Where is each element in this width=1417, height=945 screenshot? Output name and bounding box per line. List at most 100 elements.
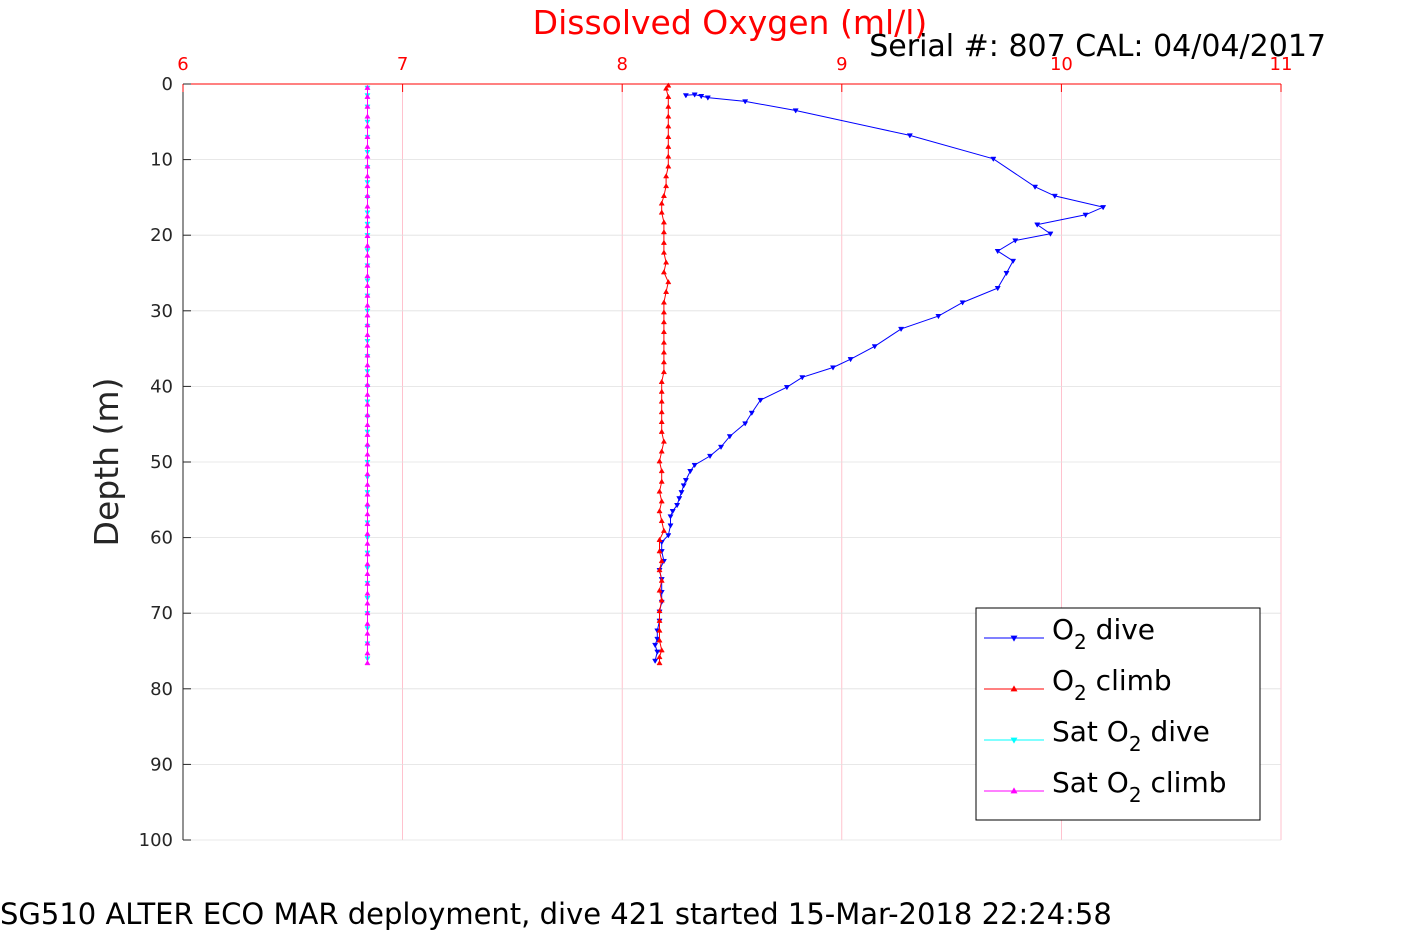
data-point: [658, 517, 665, 524]
data-point: [726, 434, 733, 440]
data-point: [704, 95, 711, 101]
data-point: [656, 536, 663, 542]
data-point: [660, 192, 667, 198]
data-point: [742, 99, 749, 105]
data-point: [364, 381, 371, 387]
data-point: [792, 108, 799, 114]
data-point: [658, 409, 665, 415]
data-point: [660, 309, 667, 315]
data-point: [364, 322, 371, 328]
data-point: [783, 385, 790, 391]
data-point: [364, 620, 371, 626]
data-point: [665, 163, 672, 169]
data-point: [364, 401, 371, 407]
data-point: [707, 453, 714, 460]
data-point: [652, 642, 659, 649]
data-point: [663, 182, 670, 189]
data-point: [364, 501, 371, 507]
legend-label: O2 climb: [1052, 664, 1172, 705]
data-point: [698, 94, 705, 100]
serial-cal-label: Serial #: 807 CAL: 04/04/2017: [869, 29, 1326, 64]
x-tick-label: 11: [1270, 54, 1293, 75]
data-point: [663, 173, 670, 179]
data-point: [364, 282, 371, 288]
data-point: [364, 412, 371, 418]
data-point: [364, 371, 371, 378]
data-point: [364, 262, 371, 268]
data-point: [364, 481, 371, 487]
x-tick-label: 7: [397, 54, 408, 75]
data-point: [658, 428, 665, 434]
data-point: [994, 249, 1001, 255]
data-point: [656, 587, 663, 593]
data-point: [364, 630, 371, 636]
data-point: [654, 649, 661, 655]
data-point: [665, 133, 672, 139]
data-point: [847, 357, 854, 363]
data-point: [660, 299, 667, 305]
x-tick-label: 10: [1050, 54, 1073, 75]
data-point: [364, 551, 371, 557]
data-point: [748, 410, 755, 416]
legend-label: O2 dive: [1052, 613, 1155, 654]
data-point: [364, 600, 371, 606]
legend-item: Sat O2 dive: [984, 715, 1210, 756]
data-point: [364, 192, 371, 198]
data-point: [658, 597, 665, 603]
data-point: [665, 143, 672, 149]
data-point: [364, 252, 371, 258]
data-point: [364, 292, 371, 298]
x-tick-label: 6: [177, 54, 188, 75]
data-point: [656, 653, 663, 660]
legend-item: Sat O2 climb: [984, 766, 1227, 807]
data-point: [1082, 212, 1089, 218]
legend-swatch-marker: [1010, 685, 1018, 692]
data-point: [364, 650, 371, 656]
data-point: [665, 93, 672, 99]
data-point: [665, 123, 672, 129]
chart-title: Dissolved Oxygen (ml/l): [533, 3, 928, 42]
y-tick-label: 70: [150, 603, 173, 624]
data-point: [364, 182, 371, 189]
data-point: [906, 133, 913, 139]
data-point: [660, 438, 667, 444]
data-point: [364, 580, 371, 586]
series-line: [654, 94, 1105, 661]
data-point: [364, 491, 371, 497]
data-point: [656, 508, 663, 514]
y-axis-ticks: 0 10 20 30 40 50 60 70 80 90 100: [139, 74, 191, 851]
data-point: [1010, 258, 1017, 264]
data-point: [658, 467, 665, 474]
data-point: [959, 300, 966, 306]
data-point: [656, 607, 663, 614]
deployment-footer: SG510 ALTER ECO MAR deployment, dive 421…: [0, 897, 1112, 931]
data-point: [656, 548, 663, 554]
data-point: [364, 153, 371, 159]
data-point: [656, 637, 663, 643]
data-point: [364, 461, 371, 467]
y-tick-label: 100: [139, 830, 173, 851]
y-tick-label: 20: [150, 225, 173, 246]
data-point: [656, 617, 663, 623]
data-point: [687, 469, 694, 475]
data-point: [364, 431, 371, 437]
legend-swatch-marker: [1010, 787, 1018, 794]
data-point: [1047, 231, 1054, 237]
y-tick-label: 0: [162, 74, 173, 95]
data-point: [691, 92, 698, 98]
data-point: [691, 462, 698, 469]
data-point: [656, 660, 663, 666]
data-point: [663, 85, 670, 91]
data-point: [667, 523, 674, 529]
data-point: [364, 272, 371, 279]
data-point: [665, 113, 672, 119]
data-point: [364, 232, 371, 239]
data-point: [665, 153, 672, 159]
data-point: [871, 344, 878, 350]
legend-item: O2 dive: [984, 613, 1155, 654]
data-point: [364, 660, 371, 666]
data-point: [935, 314, 942, 320]
data-point: [660, 349, 667, 355]
legend-swatch-marker: [1010, 737, 1018, 744]
y-tick-label: 90: [150, 754, 173, 775]
